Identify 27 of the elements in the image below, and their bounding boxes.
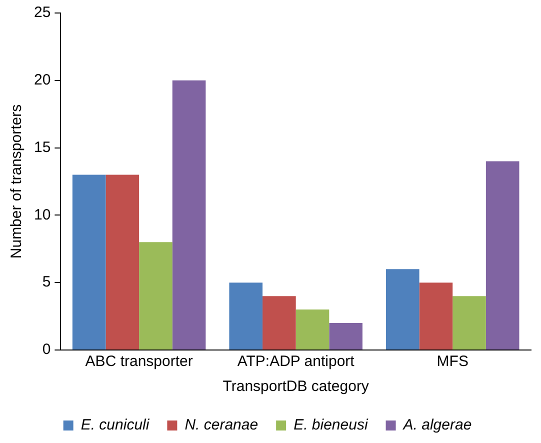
y-tick-label: 25 — [34, 4, 51, 22]
x-tick-label: ABC transporter — [85, 353, 193, 370]
bar — [486, 161, 520, 350]
bar — [419, 282, 453, 350]
legend-label: E. bieneusi — [294, 416, 368, 434]
bar — [386, 269, 420, 350]
x-axis-title: TransportDB category — [222, 378, 370, 396]
bar — [106, 174, 140, 350]
bar — [172, 80, 206, 350]
legend-label: A. algerae — [402, 416, 472, 434]
bar — [139, 242, 172, 350]
y-tick-label: 15 — [34, 138, 51, 156]
y-tick-label: 10 — [34, 206, 51, 224]
bar — [452, 296, 486, 350]
y-tick-label: 5 — [42, 274, 51, 291]
y-axis-title: Number of transporters — [8, 104, 26, 259]
bar — [262, 296, 296, 350]
x-tick-label: ATP:ADP antiport — [237, 353, 356, 370]
bar — [329, 323, 362, 350]
y-tick-label: 0 — [42, 341, 51, 358]
legend-label: E. cuniculi — [80, 416, 150, 434]
bar — [229, 282, 263, 350]
bar — [72, 174, 106, 350]
x-tick-label: MFS — [436, 353, 468, 370]
y-tick-label: 20 — [34, 72, 51, 89]
bar — [296, 310, 330, 350]
legend-label: N. ceranae — [184, 416, 258, 434]
